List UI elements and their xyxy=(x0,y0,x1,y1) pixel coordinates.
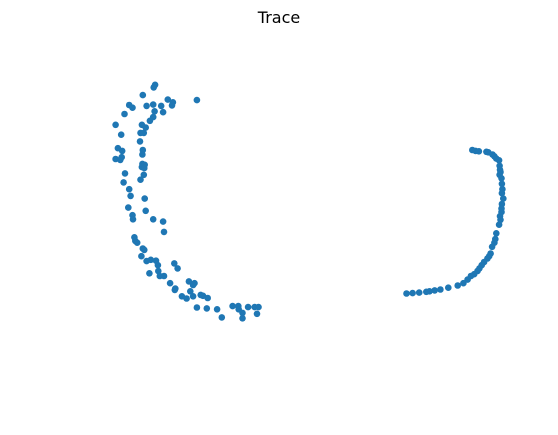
scatter-point xyxy=(160,228,168,236)
scatter-point xyxy=(160,272,168,280)
scatter-point xyxy=(495,157,503,164)
scatter-point xyxy=(121,170,129,177)
scatter-point xyxy=(143,257,150,265)
scatter-point xyxy=(142,124,149,131)
scatter-point xyxy=(125,204,132,211)
scatter-point xyxy=(498,175,505,182)
scatter-point xyxy=(149,101,157,108)
scatter-point xyxy=(155,267,162,275)
scatter-point xyxy=(495,221,503,228)
scatter-point xyxy=(498,180,506,188)
scatter-point xyxy=(139,151,146,158)
scatter-point xyxy=(141,195,148,202)
scatter-point xyxy=(403,290,410,297)
scatter-point xyxy=(460,279,467,287)
scatter-point xyxy=(118,147,126,155)
scatter-point xyxy=(493,230,500,237)
scatter-point xyxy=(133,239,141,246)
scatter-point xyxy=(171,260,178,267)
scatter-point xyxy=(203,305,211,312)
scatter-point xyxy=(141,246,148,254)
scatter-point xyxy=(137,176,144,183)
scatter-point xyxy=(140,129,148,137)
scatter-point xyxy=(229,302,236,310)
scatter-point xyxy=(171,286,179,294)
scatter-point xyxy=(136,138,144,145)
scatter-point xyxy=(117,156,124,164)
scatter-point xyxy=(431,287,439,294)
scatter-point xyxy=(166,279,174,287)
scatter-point xyxy=(253,310,261,318)
scatter-point xyxy=(168,102,176,109)
scatter-point xyxy=(409,289,416,297)
scatter-point xyxy=(146,270,153,277)
scatter-point xyxy=(488,243,496,251)
scatter-point xyxy=(189,293,197,300)
scatter-point xyxy=(244,303,252,311)
scatter-point xyxy=(117,131,125,138)
scatter-point xyxy=(146,117,154,125)
scatter-point xyxy=(141,164,148,172)
scatter-point xyxy=(445,284,452,292)
scatter-point xyxy=(174,265,181,272)
scatter-point xyxy=(239,315,246,322)
scatter-point xyxy=(213,306,221,313)
scatter-point xyxy=(159,218,167,225)
scatter-point xyxy=(239,309,246,317)
scatter-point xyxy=(189,281,197,289)
scatter-point xyxy=(121,110,128,118)
scatter-point xyxy=(218,314,226,321)
scatter-point xyxy=(255,303,262,311)
scatter-point xyxy=(415,289,423,296)
scatter-point xyxy=(183,295,190,302)
scatter-point xyxy=(140,171,148,179)
scatter-point xyxy=(498,189,506,197)
scatter-point xyxy=(151,108,158,115)
scatter-point xyxy=(187,288,194,295)
scatter-point xyxy=(127,192,134,200)
scatter-point xyxy=(193,304,201,311)
scatter-point xyxy=(149,216,157,223)
scatter-point xyxy=(157,102,165,110)
scatter-point xyxy=(112,121,119,129)
scatter-point xyxy=(138,252,145,260)
scatter-point xyxy=(423,288,430,296)
chart-title: Trace xyxy=(257,8,301,27)
scatter-point xyxy=(500,195,507,202)
scatter-point xyxy=(142,207,149,215)
scatter-point xyxy=(150,84,157,91)
scatter-point xyxy=(437,286,444,293)
scatter-point xyxy=(475,148,483,155)
scatter-point xyxy=(129,104,136,111)
scatter-point xyxy=(204,294,211,302)
scatter-point xyxy=(143,102,150,110)
scatter-point xyxy=(159,108,167,116)
scatter-point xyxy=(120,179,127,186)
scatter-point xyxy=(193,96,201,104)
scatter-point xyxy=(139,91,147,99)
scatter-point xyxy=(125,185,133,193)
scatter-point xyxy=(164,96,172,103)
scatter-point xyxy=(154,261,162,269)
scatter-point xyxy=(454,282,462,289)
scatter-point xyxy=(129,216,137,223)
